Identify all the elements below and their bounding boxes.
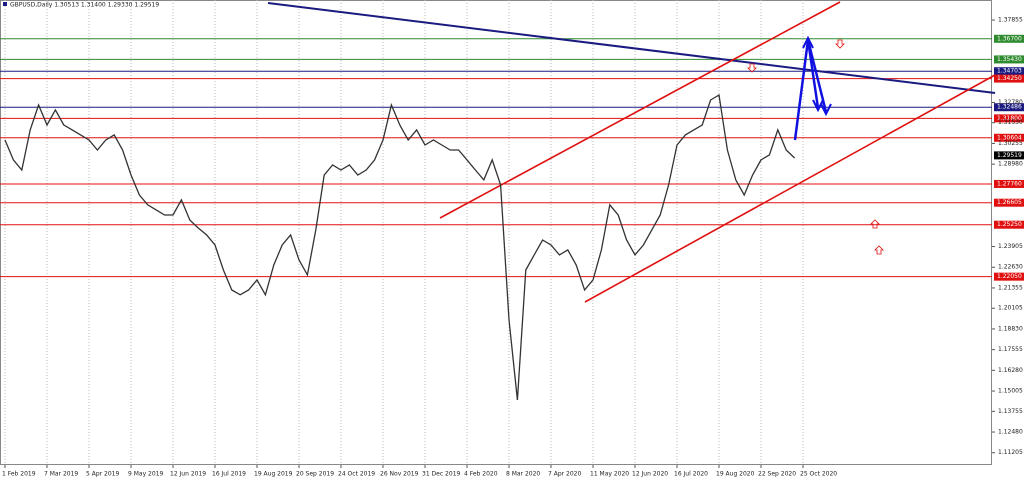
level-label: 1.26605 bbox=[997, 199, 1022, 206]
x-tick-label: 7 Apr 2020 bbox=[548, 471, 581, 478]
y-tick-label: 1.11205 bbox=[998, 449, 1023, 456]
x-tick-label: 24 Oct 2019 bbox=[338, 471, 375, 478]
symbol-icon bbox=[3, 2, 7, 6]
level-label: 1.32486 bbox=[997, 104, 1022, 111]
level-box bbox=[994, 74, 1024, 83]
y-tick-label: 1.22630 bbox=[998, 264, 1023, 271]
plot-frame bbox=[0, 0, 992, 465]
level-label: 1.36700 bbox=[997, 35, 1022, 42]
x-tick-label: 11 May 2020 bbox=[590, 471, 629, 478]
level-label: 1.34250 bbox=[997, 75, 1022, 82]
x-tick-label: 16 Jul 2019 bbox=[212, 471, 246, 478]
last-price-label: 1.29519 bbox=[997, 152, 1022, 159]
x-tick-label: 22 Sep 2020 bbox=[758, 471, 796, 478]
level-box bbox=[994, 103, 1024, 112]
y-tick-label: 1.15005 bbox=[998, 388, 1023, 395]
y-tick-label: 1.31530 bbox=[998, 119, 1023, 126]
chart-title: GBPUSD,Daily 1.30513 1.31400 1.29330 1.2… bbox=[10, 2, 159, 9]
level-box bbox=[994, 272, 1024, 281]
level-label: 1.22050 bbox=[997, 273, 1022, 280]
x-tick-label: 1 Feb 2019 bbox=[2, 471, 36, 478]
x-tick-label: 19 Aug 2019 bbox=[254, 471, 293, 478]
price-line bbox=[4, 93, 796, 400]
level-label: 1.31800 bbox=[997, 115, 1022, 122]
level-label: 1.30604 bbox=[997, 134, 1022, 141]
y-tick-label: 1.32780 bbox=[998, 99, 1023, 106]
level-box bbox=[994, 55, 1024, 64]
x-tick-label: 5 Apr 2019 bbox=[86, 471, 119, 478]
price-series bbox=[4, 93, 796, 400]
x-tick-label: 4 Feb 2020 bbox=[464, 471, 498, 478]
x-tick-label: 26 Nov 2019 bbox=[380, 471, 419, 478]
level-box bbox=[994, 220, 1024, 229]
axes: 1 Feb 2019 7 Mar 2019 5 Apr 2019 9 May 2019… bbox=[2, 17, 1023, 478]
y-tick-label: 1.16280 bbox=[998, 367, 1023, 374]
level-label: 1.34703 bbox=[997, 68, 1022, 75]
grid bbox=[4, 0, 804, 465]
level-box bbox=[994, 34, 1024, 43]
buy-signal bbox=[870, 219, 880, 229]
level-box bbox=[994, 114, 1024, 123]
y-tick-label: 1.21355 bbox=[998, 284, 1023, 291]
arrow-head bbox=[802, 35, 832, 117]
sell-signal bbox=[747, 63, 757, 73]
y-tick-label: 1.17555 bbox=[998, 346, 1023, 353]
forecast-arrow bbox=[806, 39, 820, 109]
y-tick-label: 1.37855 bbox=[998, 17, 1023, 24]
x-tick-label: 9 May 2019 bbox=[128, 471, 163, 478]
level-label: 1.25250 bbox=[997, 221, 1022, 228]
last-price-box bbox=[994, 151, 1024, 160]
level-label: 1.35430 bbox=[997, 56, 1022, 63]
trend-line bbox=[267, 2, 996, 94]
y-tick-label: 1.13755 bbox=[998, 408, 1023, 415]
x-tick-label: 12 Jun 2019 bbox=[170, 471, 206, 478]
level-box bbox=[994, 198, 1024, 207]
level-box bbox=[994, 133, 1024, 142]
channel-lower bbox=[584, 74, 996, 303]
x-tick-label: 31 Dec 2019 bbox=[422, 471, 461, 478]
buy-signal bbox=[874, 245, 884, 255]
x-tick-label: 16 Jul 2020 bbox=[674, 471, 708, 478]
sell-signal bbox=[835, 39, 845, 49]
annotations bbox=[267, 1, 996, 303]
x-tick-label: 25 Oct 2020 bbox=[800, 471, 837, 478]
y-tick-label: 1.23905 bbox=[998, 243, 1023, 250]
level-box bbox=[994, 179, 1024, 188]
y-tick-label: 1.28980 bbox=[998, 161, 1023, 168]
y-tick-label: 1.30255 bbox=[998, 140, 1023, 147]
x-tick-label: 20 Sep 2019 bbox=[296, 471, 334, 478]
x-tick-label: 19 Aug 2020 bbox=[716, 471, 755, 478]
y-tick-label: 1.20105 bbox=[998, 305, 1023, 312]
x-tick-label: 7 Mar 2019 bbox=[44, 471, 78, 478]
x-tick-label: 8 Mar 2020 bbox=[506, 471, 540, 478]
level-label: 1.27760 bbox=[997, 180, 1022, 187]
y-tick-label: 1.18830 bbox=[998, 325, 1023, 332]
channel-upper bbox=[439, 1, 841, 219]
level-box bbox=[994, 67, 1024, 76]
x-tick-label: 12 Jun 2020 bbox=[632, 471, 668, 478]
y-tick-label: 1.12480 bbox=[998, 429, 1023, 436]
